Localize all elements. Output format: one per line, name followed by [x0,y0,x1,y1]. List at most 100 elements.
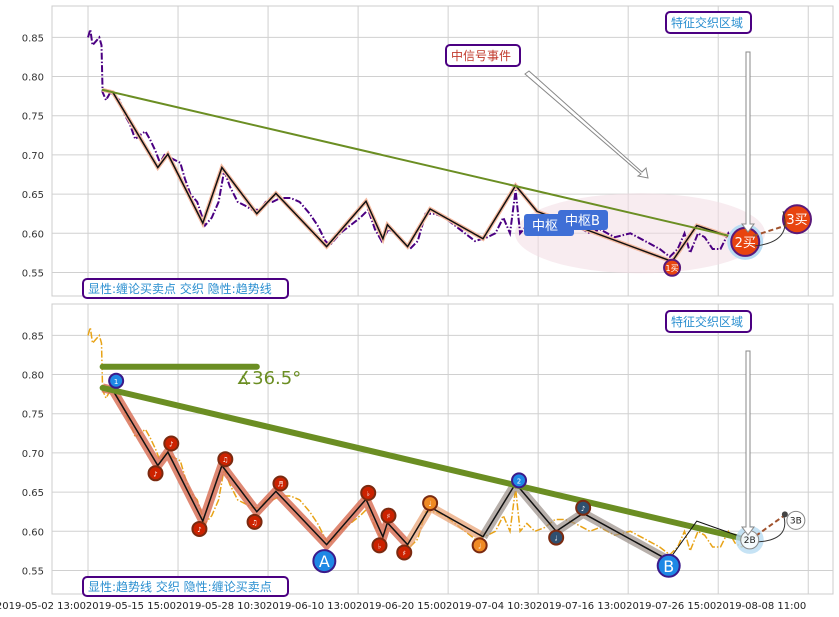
signal-dot [781,511,788,518]
stroke-marker-circle [147,465,164,482]
x-tick-label: 2019-07-26 15:00 [626,601,716,612]
buy-signal-marker: 3B [786,510,806,530]
legend-box [82,576,289,597]
x-tick-label: 2019-08-08 11:00 [716,601,806,612]
stroke-marker-circle [272,475,289,492]
buy-signal-label: 3买 [786,213,807,228]
stroke-marker: ♭ [371,537,388,554]
stroke-marker-label: ♪ [581,505,585,513]
y-tick-label: 0.60 [22,527,44,538]
buy-signal-circle [786,510,806,530]
stroke-marker-label: ♫ [251,519,257,527]
trendline [99,384,749,543]
x-tick-label: 2019-05-28 10:30 [176,601,266,612]
stroke-marker-label: ♭ [378,542,381,550]
buy-signal-label: 2B [744,536,756,546]
price-line [87,29,750,259]
y-tick-label: 0.65 [22,488,44,499]
stroke-marker: ♯ [396,544,413,561]
y-tick-label: 0.80 [22,73,44,84]
x-tick-label: 2019-06-20 15:00 [356,601,446,612]
stroke-marker-circle [511,472,528,489]
stroke-marker-circle [246,513,263,530]
buy-signal-label: 1买 [666,264,679,273]
y-tick-label: 0.80 [22,371,44,382]
stroke-marker-circle [312,549,337,574]
pivot-b-box-bg [558,210,608,230]
stroke-marker-circle [217,451,234,468]
feature-zone-arrow [741,350,755,536]
pivot-label: 中枢 [532,219,558,234]
signal-arc [755,211,786,247]
stroke-marker: B [656,553,681,578]
stroke-marker-circle [163,435,180,452]
x-tick-label: 2019-05-02 13:00 [0,601,86,612]
stroke-marker-circle [548,529,565,546]
feature-zone-box [665,11,752,34]
stroke-marker-circle [396,544,413,561]
top-panel: 0.55 0.60 0.65 0.70 0.75 0.80 0.85 中枢 中枢B 中信号事件 1买… [22,5,834,299]
y-tick-label: 0.65 [22,190,44,201]
stroke-marker-label: ♬ [277,480,283,488]
buy-signal-marker: 3买 [781,204,812,235]
x-tick-label: 2019-07-16 13:00 [536,601,626,612]
stroke-marker: ♬ [272,475,289,492]
y-tick-label: 0.60 [22,229,44,240]
y-tick-label: 0.55 [22,566,44,577]
stroke-marker-label: B [663,557,674,576]
x-tick-label: 2019-06-10 13:00 [266,601,356,612]
stroke-marker-circle [380,507,397,524]
stroke-marker-circle [360,484,377,501]
pivot-b-box: 中枢B [558,210,608,230]
legend-text: 显性:趋势线 交织 隐性:缠论买卖点 [88,579,272,594]
stroke-marker-circle [191,520,208,537]
stroke-marker-label: ♩ [428,500,431,508]
stroke-marker-label: ♪ [197,526,201,534]
stroke-marker: ♭ [360,484,377,501]
stroke-marker-label: ♭ [367,490,370,498]
x-axis-ticks: 2019-05-02 13:00 2019-05-15 15:00 2019-05-… [0,601,806,612]
buy-signal-marker: 1买 [663,258,682,277]
stroke-marker: ♫ [217,451,234,468]
feature-zone-arrow [741,51,755,233]
signal-arc [757,516,786,543]
stroke-marker-label: A [319,552,330,571]
stroke-marker-label: ♯ [387,513,390,521]
stroke-marker: ♩ [422,495,439,512]
stroke-marker: 1 [108,372,125,389]
y-tick-label: 0.70 [22,151,44,162]
y-tick-label: 0.85 [22,331,44,342]
stroke-marker-label: ♪ [169,441,173,449]
post-b-line [668,520,750,561]
stroke-marker: ♪ [575,499,592,516]
stroke-marker-label: ♫ [222,456,228,464]
signal-link-dashed [755,513,787,537]
y-tick-label: 0.75 [22,410,44,421]
angle-label: ∡36.5° [236,368,301,389]
stroke-marker-label: ♪ [153,470,157,478]
legend-text: 显性:缠论买卖点 交织 隐性:趋势线 [88,281,272,296]
plot-area [51,303,834,595]
stroke-marker-label: ♯ [403,549,406,557]
stroke-marker-circle [471,537,488,554]
trendline [101,88,747,241]
stroke-marker: 2 [511,472,528,489]
stroke-marker: ♫ [246,513,263,530]
stroke-marker: ♪ [147,465,164,482]
stroke-marker-label: 1 [114,378,118,386]
y-tick-label: 0.85 [22,33,44,44]
buy-signal-circle [781,204,812,235]
buy-signal-marker: 2B [740,530,760,550]
stroke-marker-circle [656,553,681,578]
stroke-marker: ♯ [380,507,397,524]
stroke-marker-circle [371,537,388,554]
x-tick-label: 2019-07-04 10:30 [446,601,536,612]
stroke-marker: ♪ [163,435,180,452]
feature-zone-label: 特征交织区域 [671,314,743,329]
stroke-marker-label: ♩ [478,542,481,550]
x-tick-label: 2019-05-15 15:00 [86,601,176,612]
y-tick-label: 0.70 [22,449,44,460]
stroke-marker: ♩ [471,537,488,554]
y-tick-label: 0.75 [22,112,44,123]
